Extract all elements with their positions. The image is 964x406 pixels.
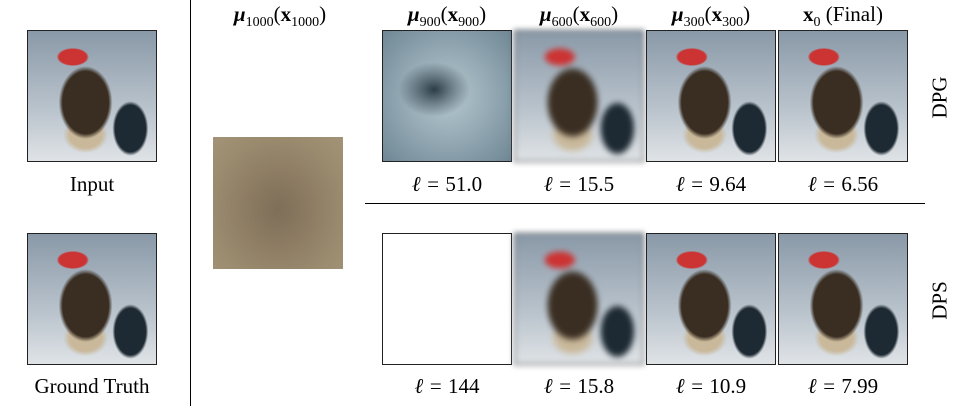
figure: Input Ground Truth μ1000(x1000) μ900(x90… [0, 0, 964, 406]
subscript: 300 [684, 15, 705, 30]
subscript: 300 [722, 15, 743, 30]
ground-truth-label: Ground Truth [12, 374, 172, 399]
loss-prefix: ℓ = [676, 172, 704, 196]
loss-value: 6.56 [841, 172, 878, 196]
argument: x [448, 2, 459, 26]
symbol: μ [540, 2, 552, 26]
dps-image [382, 233, 512, 365]
loss-value: 144 [448, 374, 480, 398]
symbol: x [803, 2, 814, 26]
subscript: 0 [814, 15, 821, 30]
loss-label: ℓ = 15.5 [513, 172, 645, 197]
loss-value: 10.9 [709, 374, 746, 398]
loss-value: 7.99 [841, 374, 878, 398]
argument: x [281, 2, 292, 26]
symbol: μ [234, 2, 246, 26]
subscript: 600 [590, 15, 611, 30]
subscript: 600 [552, 15, 573, 30]
dpg-image [778, 30, 908, 162]
dps-image [646, 233, 776, 365]
row-divider [365, 203, 925, 204]
column-header: μ300(x300) [645, 2, 777, 31]
loss-label: ℓ = 15.8 [513, 374, 645, 399]
loss-label: ℓ = 9.64 [645, 172, 777, 197]
input-image [27, 30, 157, 162]
noise-image [213, 137, 343, 269]
symbol: μ [672, 2, 684, 26]
loss-label: ℓ = 6.56 [777, 172, 909, 197]
dpg-image [514, 30, 644, 162]
dpg-image [382, 30, 512, 162]
dps-image [778, 233, 908, 365]
loss-prefix: ℓ = [544, 374, 572, 398]
column-header: x0 (Final) [777, 2, 909, 31]
ground-truth-image [27, 233, 157, 365]
argument: x [712, 2, 723, 26]
loss-prefix: ℓ = [808, 172, 836, 196]
loss-label: ℓ = 10.9 [645, 374, 777, 399]
subscript: 900 [420, 15, 441, 30]
loss-prefix: ℓ = [415, 374, 443, 398]
dps-image [514, 233, 644, 365]
loss-prefix: ℓ = [544, 172, 572, 196]
argument: x [580, 2, 591, 26]
subscript: 1000 [291, 15, 319, 30]
column-header: μ900(x900) [381, 2, 513, 31]
column-header: μ1000(x1000) [214, 2, 346, 31]
symbol: μ [408, 2, 420, 26]
loss-prefix: ℓ = [808, 374, 836, 398]
column-header: μ600(x600) [513, 2, 645, 31]
loss-prefix: ℓ = [412, 172, 440, 196]
row-label: DPS [928, 271, 953, 331]
suffix: (Final) [826, 2, 883, 26]
row-label: DPG [928, 68, 953, 128]
divider [190, 0, 191, 406]
subscript: 1000 [246, 15, 274, 30]
dpg-image [646, 30, 776, 162]
loss-label: ℓ = 51.0 [381, 172, 513, 197]
loss-label: ℓ = 7.99 [777, 374, 909, 399]
loss-value: 15.8 [577, 374, 614, 398]
input-label: Input [12, 172, 172, 197]
loss-prefix: ℓ = [676, 374, 704, 398]
loss-value: 15.5 [577, 172, 614, 196]
loss-label: ℓ = 144 [381, 374, 513, 399]
loss-value: 51.0 [445, 172, 482, 196]
subscript: 900 [458, 15, 479, 30]
loss-value: 9.64 [709, 172, 746, 196]
